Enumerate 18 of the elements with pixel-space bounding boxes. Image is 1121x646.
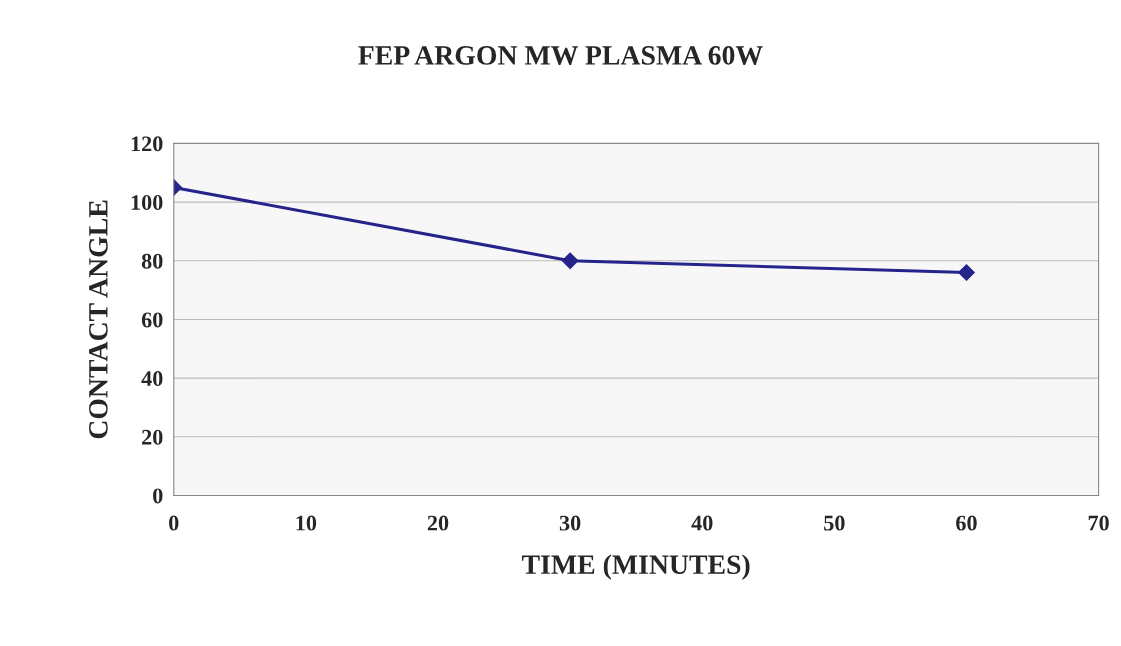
x-tick-label: 60: [956, 515, 977, 531]
x-tick-label: 30: [559, 515, 581, 531]
x-tick-label: 40: [691, 515, 713, 531]
x-tick-label: 10: [296, 515, 317, 531]
x-tick-label: 20: [427, 515, 449, 531]
y-tick-label: 60: [141, 312, 163, 328]
y-tick-label: 40: [141, 371, 163, 387]
x-tick-label: 50: [824, 515, 845, 531]
chart-title: FEP ARGON MW PLASMA 60W: [358, 46, 763, 65]
y-tick-label: 0: [153, 488, 163, 504]
y-tick-label: 80: [141, 253, 163, 269]
y-tick-label: 100: [131, 195, 163, 211]
x-tick-label: 0: [169, 515, 179, 531]
x-axis-title: TIME (MINUTES): [522, 554, 750, 580]
x-tick-label: 70: [1088, 515, 1109, 531]
y-tick-label: 120: [131, 136, 163, 152]
y-tick-label: 20: [142, 429, 163, 445]
y-axis-title: CONTACT ANGLE: [89, 200, 108, 439]
